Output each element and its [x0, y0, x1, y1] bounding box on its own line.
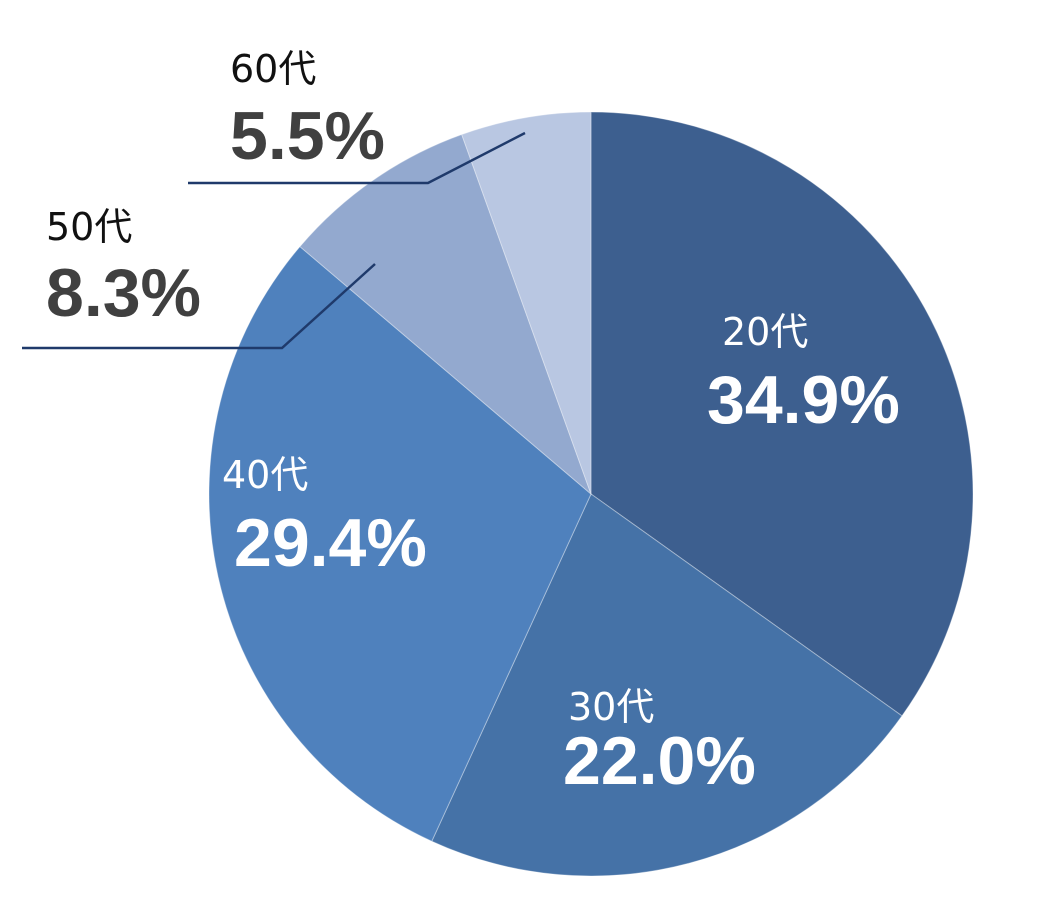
- leader-line-60s: [188, 131, 526, 185]
- label-category-60s: 60代: [230, 47, 316, 91]
- label-category-30s: 30代: [568, 685, 654, 729]
- pie-slice-40s: [208, 245, 592, 842]
- label-value-20s: 34.9%: [707, 362, 900, 438]
- pie-slice-50s: [299, 133, 593, 496]
- label-category-40s: 40代: [222, 453, 308, 497]
- label-value-40s: 29.4%: [234, 505, 427, 581]
- pie-slice-30s: [431, 493, 903, 877]
- pie-slice-20s: [590, 111, 974, 717]
- pie-slices: [208, 111, 974, 877]
- leader-lines: [22, 131, 526, 350]
- label-category-20s: 20代: [722, 310, 808, 354]
- leader-line-50s: [22, 263, 376, 350]
- label-value-60s: 5.5%: [230, 98, 385, 174]
- label-value-50s: 8.3%: [46, 255, 201, 331]
- slice-labels: 20代 34.9% 30代 22.0% 40代 29.4% 50代 8.3% 6…: [46, 47, 900, 799]
- label-value-30s: 22.0%: [563, 723, 756, 799]
- pie-slice-60s: [461, 111, 592, 495]
- label-category-50s: 50代: [46, 205, 132, 249]
